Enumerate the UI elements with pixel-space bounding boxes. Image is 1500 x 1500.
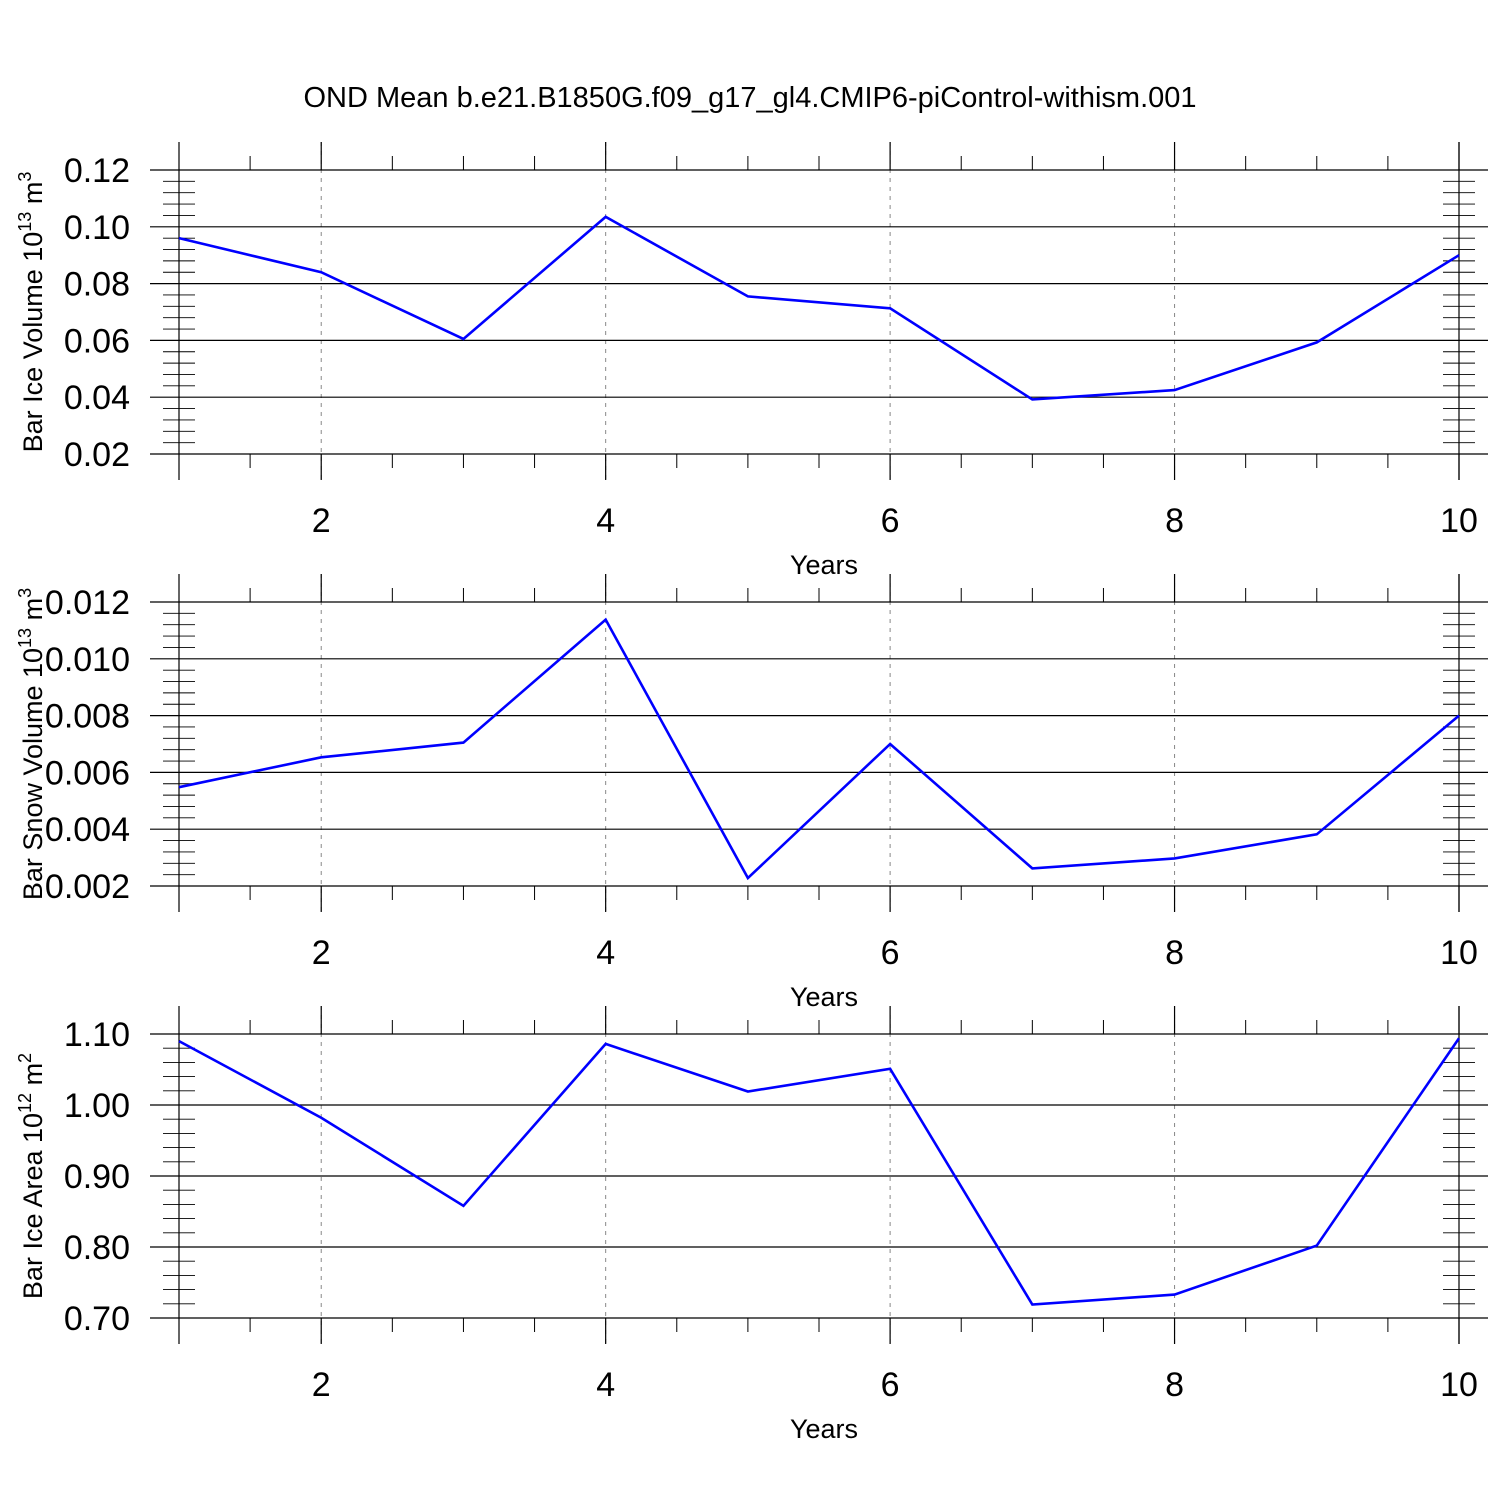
- x-tick-label: 4: [596, 934, 615, 972]
- series-line-3: [178, 1037, 1461, 1306]
- x-tick-label: 8: [1165, 1366, 1184, 1404]
- x-tick-label: 6: [881, 502, 900, 540]
- x-tick-label: 8: [1165, 934, 1184, 972]
- y-tick-label: 0.010: [45, 641, 130, 679]
- y-tick-label: 0.12: [64, 152, 130, 190]
- x-axis-label: Years: [790, 550, 858, 580]
- y-tick-label: 0.004: [45, 811, 130, 849]
- y-tick-label: 1.00: [64, 1087, 130, 1125]
- x-tick-label: 6: [881, 934, 900, 972]
- panel-2: 0.002 0.004 0.006 0.008 0.010 0.012 2 4 6 8 10 Year…: [15, 574, 1488, 1012]
- y-tick-label: 0.08: [64, 266, 130, 304]
- y-tick-label: 0.02: [64, 436, 130, 474]
- x-axis-label: Years: [790, 982, 858, 1012]
- x-tick-label: 10: [1440, 502, 1478, 540]
- y-tick-label: 0.06: [64, 322, 130, 360]
- panels-container: 0.02 0.04 0.06 0.08 0.10 0.12 2 4 6 8 10 Years Bar I…: [15, 142, 1488, 1444]
- y-tick-label: 0.80: [64, 1229, 130, 1267]
- y-axis-label: Bar Snow Volume 1013 m3: [15, 588, 48, 900]
- y-tick-label: 0.006: [45, 754, 130, 792]
- x-tick-label: 2: [312, 1366, 331, 1404]
- x-tick-label: 4: [596, 502, 615, 540]
- y-tick-label: 0.10: [64, 209, 130, 247]
- panel-3: 0.70 0.80 0.90 1.00 1.10 2 4 6 8 10 Years Bar Ice A…: [15, 1006, 1488, 1444]
- y-tick-label: 0.002: [45, 868, 130, 906]
- x-tick-label: 2: [312, 934, 331, 972]
- y-tick-label: 0.04: [64, 379, 130, 417]
- y-tick-label: 0.70: [64, 1300, 130, 1338]
- x-tick-label: 10: [1440, 934, 1478, 972]
- figure-title: OND Mean b.e21.B1850G.f09_g17_gl4.CMIP6-…: [303, 82, 1196, 114]
- y-axis-label: Bar Ice Area 1012 m2: [15, 1053, 48, 1299]
- x-axis-label: Years: [790, 1414, 858, 1444]
- y-axis-label: Bar Ice Volume 1013 m3: [15, 172, 48, 453]
- x-tick-label: 10: [1440, 1366, 1478, 1404]
- panel-1: 0.02 0.04 0.06 0.08 0.10 0.12 2 4 6 8 10 Years Bar I…: [15, 142, 1488, 580]
- x-tick-label: 2: [312, 502, 331, 540]
- y-tick-label: 0.90: [64, 1158, 130, 1196]
- x-tick-label: 4: [596, 1366, 615, 1404]
- y-tick-label: 0.008: [45, 698, 130, 736]
- y-tick-label: 0.012: [45, 584, 130, 622]
- series-line-2: [178, 617, 1460, 881]
- y-tick-label: 1.10: [64, 1016, 130, 1054]
- x-tick-label: 8: [1165, 502, 1184, 540]
- x-tick-label: 6: [881, 1366, 900, 1404]
- series-line-1: [178, 215, 1460, 401]
